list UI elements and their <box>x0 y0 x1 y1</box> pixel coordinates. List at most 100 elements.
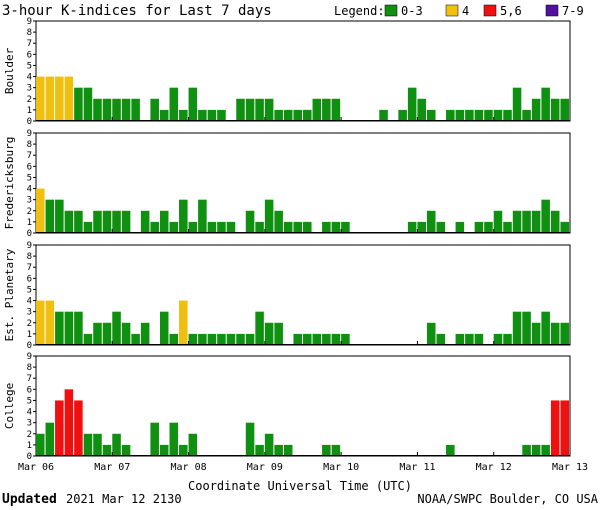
bar <box>426 322 436 345</box>
y-tick-label: 5 <box>27 285 32 295</box>
x-tick-label: Mar 12 <box>476 462 512 473</box>
bar <box>522 210 531 233</box>
panel-frame <box>35 355 571 457</box>
bar <box>465 109 474 121</box>
bar <box>188 433 198 456</box>
bar <box>112 98 121 121</box>
bar <box>45 199 55 233</box>
bar <box>560 221 569 233</box>
x-axis-label: Coordinate Universal Time (UTC) <box>188 479 412 493</box>
y-tick-label: 8 <box>27 140 32 150</box>
bar <box>112 433 121 456</box>
bar <box>121 444 131 456</box>
bar <box>560 98 569 121</box>
bar <box>121 210 131 233</box>
bar <box>512 210 522 233</box>
y-tick-label: 9 <box>27 17 32 27</box>
y-tick-label: 4 <box>27 408 32 418</box>
y-tick-label: 0 <box>27 341 32 351</box>
bar <box>74 87 83 121</box>
bar <box>245 98 255 121</box>
y-tick-label: 5 <box>27 61 32 71</box>
bar <box>83 221 93 233</box>
bar <box>503 221 512 233</box>
bar <box>55 76 64 121</box>
x-tick-label: Mar 10 <box>323 462 359 473</box>
legend-swatch-5-6 <box>483 4 497 17</box>
bar <box>169 221 179 233</box>
x-tick-label: Mar 08 <box>171 462 207 473</box>
bar <box>169 333 179 345</box>
y-tick-label: 3 <box>27 196 32 206</box>
bar <box>503 109 512 121</box>
bar <box>159 109 169 121</box>
bar <box>541 87 550 121</box>
x-tick-label: Mar 09 <box>247 462 283 473</box>
bar <box>303 333 312 345</box>
bar <box>74 210 83 233</box>
y-tick-label: 2 <box>27 319 32 329</box>
bar <box>331 221 341 233</box>
panels: 0123456789Boulder0123456789Fredericksbur… <box>3 17 571 462</box>
bar <box>55 311 64 345</box>
bar <box>474 333 484 345</box>
bar <box>102 210 112 233</box>
bar <box>255 311 264 345</box>
bar <box>83 333 93 345</box>
legend-text-7-9: 7-9 <box>562 4 584 18</box>
bar <box>93 322 102 345</box>
y-tick-label: 9 <box>27 129 32 139</box>
bar <box>264 98 274 121</box>
bar <box>217 333 226 345</box>
bar <box>550 98 560 121</box>
bar <box>436 333 446 345</box>
bar <box>531 322 541 345</box>
bar <box>283 444 293 456</box>
bar <box>226 221 236 233</box>
bar <box>236 98 245 121</box>
bar <box>465 333 474 345</box>
bar <box>55 400 64 456</box>
legend-label: Legend: <box>334 4 385 18</box>
bar <box>379 109 388 121</box>
bar <box>36 433 45 456</box>
bar <box>188 333 198 345</box>
bar <box>121 322 131 345</box>
bar <box>274 109 283 121</box>
bar <box>207 221 217 233</box>
updated-value: 2021 Mar 12 2130 <box>66 492 182 506</box>
bar <box>322 444 331 456</box>
bar <box>303 109 312 121</box>
y-tick-label: 7 <box>27 151 32 161</box>
y-tick-label: 6 <box>27 162 32 172</box>
bar <box>236 333 245 345</box>
bar <box>531 98 541 121</box>
bar <box>436 221 446 233</box>
bar <box>322 333 331 345</box>
bar <box>255 444 264 456</box>
bar <box>121 98 131 121</box>
bar <box>322 98 331 121</box>
bar <box>55 199 64 233</box>
bar <box>112 311 121 345</box>
legend: Legend: 0-3 4 5,6 7-9 <box>334 4 584 18</box>
bar <box>226 333 236 345</box>
bar <box>283 109 293 121</box>
bar <box>74 400 83 456</box>
bar <box>198 199 207 233</box>
legend-swatch-0-3 <box>384 4 398 17</box>
bar <box>217 221 226 233</box>
y-tick-label: 6 <box>27 385 32 395</box>
y-axis-label: College <box>3 383 16 429</box>
bar <box>217 109 226 121</box>
bar <box>45 422 55 456</box>
y-tick-label: 5 <box>27 396 32 406</box>
panel-frame <box>35 132 571 234</box>
bar <box>283 221 293 233</box>
y-axis-label: Boulder <box>3 47 16 94</box>
bar <box>474 109 484 121</box>
legend-text-5-6: 5,6 <box>500 4 522 18</box>
bar <box>207 333 217 345</box>
legend-swatch-7-9 <box>545 4 559 17</box>
